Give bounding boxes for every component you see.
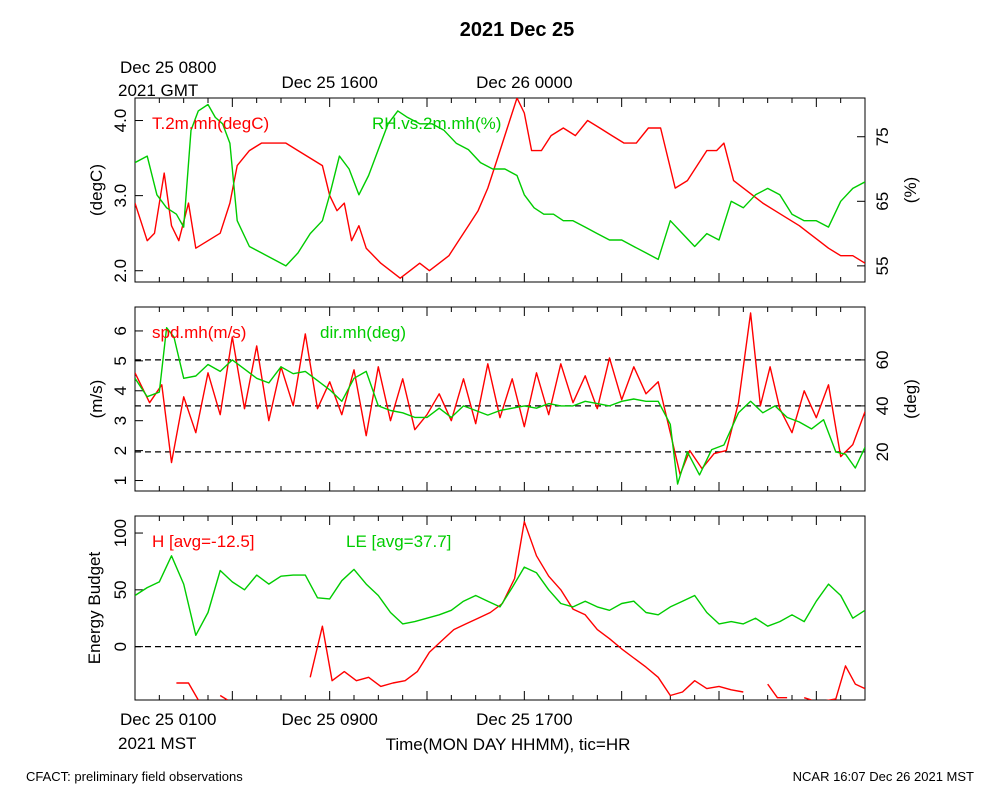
series-line-dir-mh-deg- xyxy=(135,327,865,485)
time-tick-label: Dec 25 0800 xyxy=(120,58,216,77)
y-tick-label-right: 20 xyxy=(873,442,892,461)
series-line-h-avg-12-5- xyxy=(825,665,865,700)
y-tick-label-left: 0 xyxy=(111,642,130,651)
footer-left: CFACT: preliminary field observations xyxy=(26,769,243,784)
y-tick-label-left: 6 xyxy=(111,326,130,335)
plot-layer: 2.0 3.0 4.0 55 65 75 1 2 3 4 5 6 20 40 60 0 50 100 xyxy=(111,98,892,700)
footer-right: NCAR 16:07 Dec 26 2021 MST xyxy=(793,769,974,784)
chart-title: 2021 Dec 25 xyxy=(460,19,575,41)
y-tick-label-right: 75 xyxy=(873,127,892,146)
y-tick-label-right: 55 xyxy=(873,256,892,275)
time-tick-label: Dec 25 0100 xyxy=(120,710,216,729)
y-label-wind-direction: (deg) xyxy=(901,379,920,419)
series-line-h-avg-12-5- xyxy=(176,682,199,700)
y-tick-label-left: 4 xyxy=(111,386,130,395)
series-line-h-avg-12-5- xyxy=(767,683,788,699)
bottom-axis-labels: Dec 25 0100 2021 MST Dec 25 0900 Dec 25 170… xyxy=(118,710,573,753)
y-tick-label-left: 3.0 xyxy=(111,184,130,208)
y-tick-label-left: 2.0 xyxy=(111,259,130,283)
time-tick-label: Dec 25 0900 xyxy=(281,710,377,729)
top-axis-labels: Dec 25 0800 2021 GMT Dec 25 1600 Dec 26 000… xyxy=(118,58,573,100)
time-zone-label: 2021 GMT xyxy=(118,81,198,100)
series-line-rh-vs-2m-mh- xyxy=(135,103,865,267)
y-tick-label-left: 4.0 xyxy=(111,109,130,133)
legend-sensible-heat: H [avg=-12.5] xyxy=(152,532,255,551)
series-line-t-2m-mh-degc- xyxy=(135,98,865,279)
legend-wind-speed: spd.mh(m/s) xyxy=(152,323,246,342)
series-line-h-avg-12-5- xyxy=(219,694,228,700)
series-line-h-avg-12-5- xyxy=(309,521,744,697)
y-tick-label-left: 3 xyxy=(111,416,130,425)
y-tick-label-left: 2 xyxy=(111,446,130,455)
x-axis-label: Time(MON DAY HHMM), tic=HR xyxy=(386,735,631,754)
legend-wind-direction: dir.mh(deg) xyxy=(320,323,406,342)
y-label-temperature: (degC) xyxy=(87,164,106,216)
time-tick-label: Dec 25 1600 xyxy=(281,73,377,92)
y-tick-label-left: 5 xyxy=(111,356,130,365)
y-tick-label-right: 60 xyxy=(873,350,892,369)
y-tick-label-right: 40 xyxy=(873,396,892,415)
time-tick-label: Dec 26 0000 xyxy=(476,73,572,92)
y-label-energy-budget: Energy Budget xyxy=(85,551,104,664)
legend-latent-heat: LE [avg=37.7] xyxy=(346,532,451,551)
time-zone-label: 2021 MST xyxy=(118,734,196,753)
series-line-le-avg-37-7- xyxy=(135,555,865,636)
y-label-wind-speed: (m/s) xyxy=(87,380,106,419)
series-line-spd-mh-m-s- xyxy=(135,312,865,476)
legend-relative-humidity: RH.vs.2m.mh(%) xyxy=(372,114,501,133)
y-tick-label-left: 1 xyxy=(111,476,130,485)
y-tick-label-left: 100 xyxy=(111,519,130,547)
legend-temperature: T.2m.mh(degC) xyxy=(152,114,269,133)
y-label-humidity: (%) xyxy=(901,177,920,203)
y-tick-label-right: 65 xyxy=(873,192,892,211)
y-tick-label-left: 50 xyxy=(111,580,130,599)
time-tick-label: Dec 25 1700 xyxy=(476,710,572,729)
series-line-h-avg-12-5- xyxy=(803,697,812,700)
